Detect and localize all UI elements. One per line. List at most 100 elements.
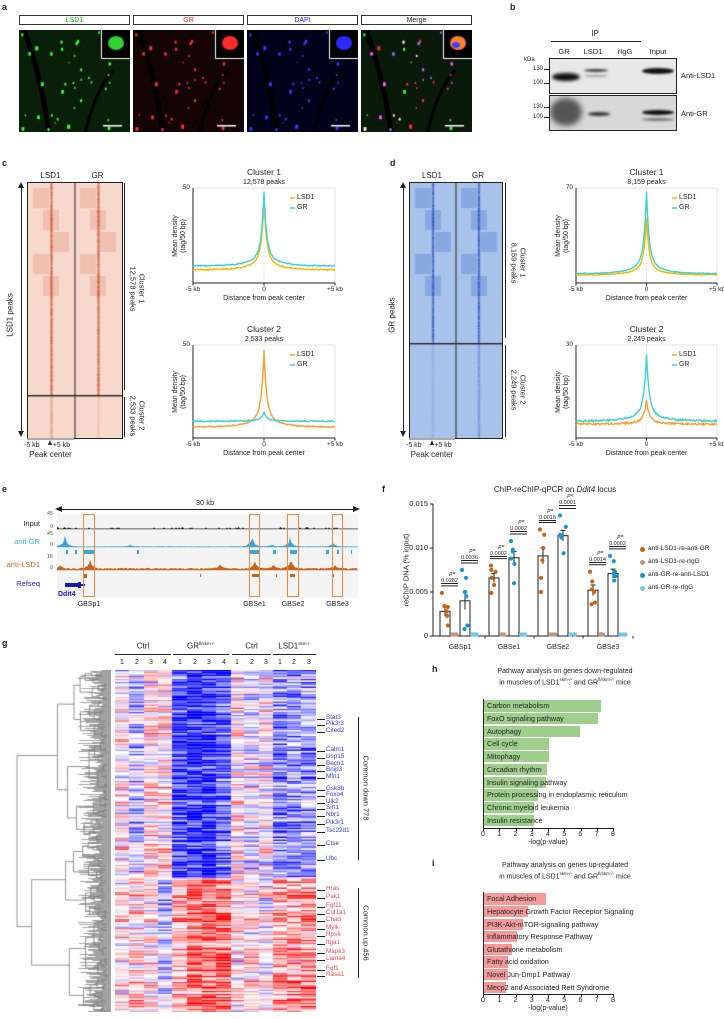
y-axis-label-line: Mean density [171,370,179,413]
x-tick-label: 2 [513,997,518,1004]
band [552,73,580,81]
x-tick-label: 0 [481,831,485,838]
gene-pointer [317,778,325,779]
pathway-label: Focal Adhesion [487,894,537,904]
track-min: 0 [49,565,53,571]
marker-tick [544,69,550,70]
track-label: anti-GR [14,537,40,546]
data-point [462,626,467,632]
x-tick-label: -5 kb [185,286,201,293]
x-tick-label: 0 [644,286,649,293]
lane-label: LSD1 [583,47,603,56]
peak-call-block [276,574,277,577]
data-point [558,532,563,537]
x-axis-label: Distance from peak center [223,295,305,302]
data-point [510,549,515,554]
span-arrow [60,509,355,510]
data-point [499,632,504,637]
profile-line-lsd1 [576,217,718,277]
legend-label: anti-LSD1-re-rIgG [648,558,700,565]
data-point [541,545,546,551]
peak-call-block [326,550,329,554]
data-point [462,589,468,595]
data-point [471,632,476,637]
pathway-label: Mecp2 and Associated Rett Syndrome [487,982,610,992]
title-suffix: locus [595,485,617,494]
channel-header-dapi: DAPI [247,15,358,25]
data-point [612,578,617,583]
legend-marker [640,573,645,578]
down-gene-label: Pik3r3 [326,720,344,727]
data-point [552,632,557,637]
blot-anti-gr [549,95,677,131]
down-gene-label: Sirt1 [326,804,339,811]
cluster-1-bracket [124,183,125,390]
data-point [611,571,616,576]
span-label: 30 kb [195,498,215,507]
data-point [590,579,595,584]
data-point [501,632,507,637]
sample-label: 1 [278,659,282,666]
ddit4-gene-model [78,582,81,588]
pathway-bar [484,931,518,943]
gene-pointer [317,824,325,825]
x-tick [564,828,566,831]
common-up-label: Common up 456 [361,905,371,961]
x-tick-label: 5 [562,997,567,1004]
bar-anti-GR-re-anti-LSD1 [508,557,520,637]
binding-site-label: GBSe3 [326,601,349,608]
marker-130: 130 [532,104,543,110]
data-point [518,632,524,637]
group-bracket [115,654,171,656]
data-point [542,532,547,537]
genotype-sup: fl/skm-/- [598,871,615,876]
down-gene-label: Stat3 [326,714,341,721]
p-value: 0.0001 [559,500,576,507]
group-bracket [232,654,271,656]
gene-pointer [317,860,325,861]
x-tick [483,828,484,831]
p-value-prefix: p= [498,543,505,550]
sample-label: 4 [163,659,167,666]
x-tick-label: +5 kb [326,441,344,448]
group-header: Ctrl [137,642,149,651]
profile-line-gr [575,191,718,275]
peaks-axis-label: LSD1 peaks [5,293,15,337]
down-gene-label: Calm1 [326,746,345,753]
x-tick [613,828,614,831]
data-point [589,602,594,607]
peak-call-block [75,550,77,554]
data-point [464,594,469,599]
group-name: LSD1 [278,641,299,651]
x-tick-label: 8 [611,997,615,1004]
data-point [547,632,553,637]
peak-call-block [333,574,334,577]
profile-line-lsd1 [575,399,718,427]
kda-label: kDa [524,57,535,63]
up-gene-label: Pak1 [326,893,341,900]
data-point [572,632,577,637]
chart-title: Cluster 2 [629,324,664,334]
sample-label: 1 [178,659,182,666]
group-header: Ctrl [245,642,257,651]
bar-anti-GR-re-anti-LSD1 [607,573,619,637]
x-tick-label: -5 kb [185,441,201,448]
p-value: 0.0336 [461,555,478,561]
ddit4-gene-model [79,584,85,586]
lane-label: GR [558,47,570,56]
binding-site-box [332,514,343,597]
genotype-sup: skm-/- [559,677,573,682]
data-point [523,632,528,637]
y-tick-label: 50 [182,184,190,191]
x-tick-label: 2 [513,831,518,838]
data-point [623,632,628,637]
gene-pointer [317,914,325,915]
panel-f-label: f [382,484,385,494]
data-point [493,569,498,574]
x-tick [515,828,517,831]
cluster-1-label: Cluster 1 12,578 peaks [128,266,147,311]
data-point [598,632,603,637]
data-point [459,567,465,573]
track-max: 45 [46,531,53,537]
peak-heatmap [409,182,503,439]
